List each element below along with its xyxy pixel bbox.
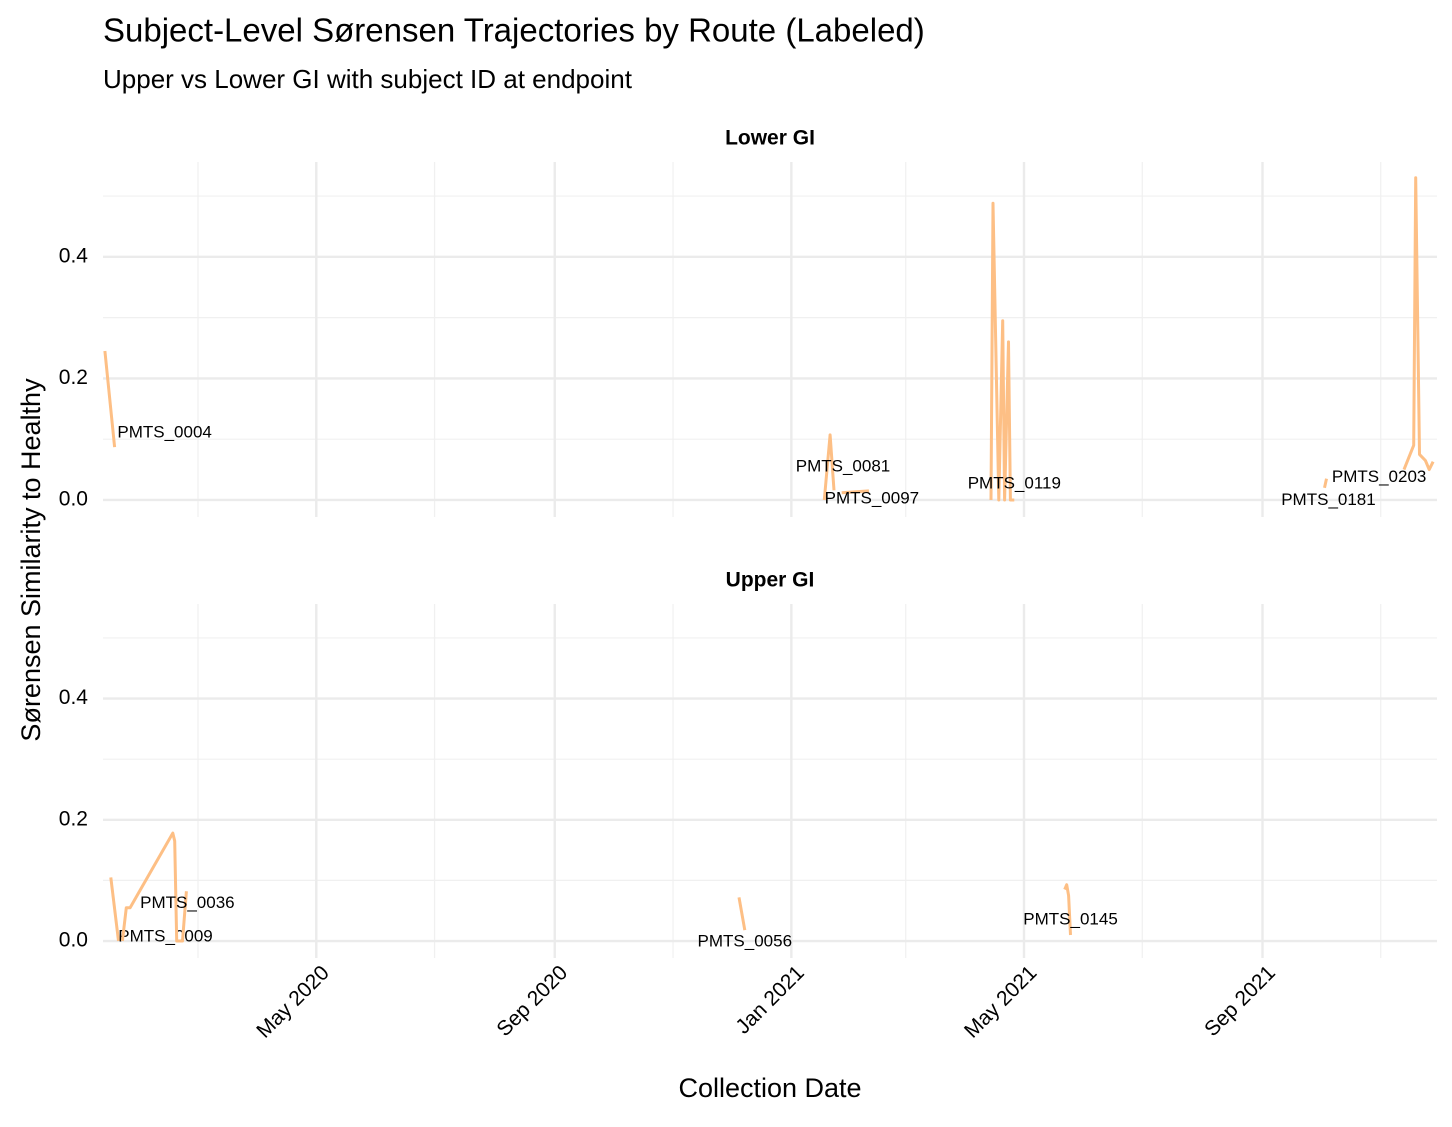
series-label: PMTS_0119 bbox=[968, 473, 1061, 492]
series-label: PMTS_0081 bbox=[796, 457, 891, 476]
series-line bbox=[737, 897, 747, 931]
y-tick-label: 0.2 bbox=[59, 807, 88, 830]
y-tick-label: 0.4 bbox=[59, 686, 89, 709]
y-tick-label: 0.0 bbox=[59, 488, 88, 511]
x-axis-title: Collection Date bbox=[678, 1073, 861, 1103]
x-tick-label: May 2020 bbox=[252, 961, 333, 1042]
series-line bbox=[1063, 883, 1072, 936]
series-label: PMTS_0097 bbox=[825, 488, 920, 507]
series-line bbox=[1402, 176, 1435, 472]
series-line bbox=[120, 831, 188, 943]
series-label: PMTS_0203 bbox=[1332, 467, 1427, 486]
y-tick-label: 0.4 bbox=[59, 244, 89, 267]
y-axis-title: Sørensen Similarity to Healthy bbox=[16, 378, 46, 742]
series-label: PMTS_0009 bbox=[118, 927, 213, 946]
series-label: PMTS_0036 bbox=[140, 893, 235, 912]
x-tick-label: Jan 2021 bbox=[731, 961, 808, 1038]
y-tick-label: 0.0 bbox=[59, 929, 88, 952]
series-line bbox=[103, 350, 117, 448]
x-tick-label: Sep 2020 bbox=[492, 961, 572, 1041]
series-line bbox=[841, 489, 869, 495]
x-tick-label: May 2021 bbox=[960, 961, 1041, 1042]
series-line bbox=[989, 201, 1015, 502]
series-label: PMTS_0181 bbox=[1281, 490, 1376, 509]
chart-subtitle: Upper vs Lower GI with subject ID at end… bbox=[103, 64, 633, 94]
series-line bbox=[1323, 478, 1328, 489]
strip-title: Lower GI bbox=[725, 127, 815, 150]
series-label: PMTS_0004 bbox=[117, 423, 212, 442]
series-line bbox=[822, 433, 836, 501]
y-tick-label: 0.2 bbox=[59, 366, 88, 389]
chart-title: Subject-Level Sørensen Trajectories by R… bbox=[103, 12, 925, 49]
series-label: PMTS_0056 bbox=[698, 932, 793, 951]
series-line bbox=[109, 877, 120, 942]
series-label: PMTS_0145 bbox=[1023, 909, 1118, 928]
x-tick-label: Sep 2021 bbox=[1200, 961, 1280, 1041]
strip-title: Upper GI bbox=[726, 569, 815, 592]
